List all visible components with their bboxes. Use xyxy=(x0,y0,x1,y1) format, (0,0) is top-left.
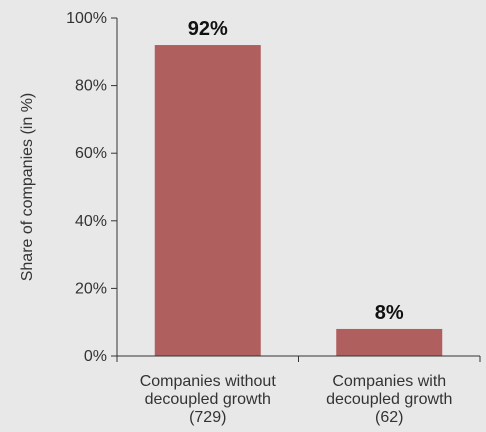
x-category-label: Companies without decoupled growth (729) xyxy=(140,373,277,426)
bar xyxy=(336,328,443,356)
bar-value-label: 8% xyxy=(375,302,404,324)
y-tick-label: 60% xyxy=(75,145,107,162)
x-category-label-line: Companies without xyxy=(140,373,277,390)
bar-value-label: 92% xyxy=(188,18,228,40)
x-category-label-line: decoupled growth xyxy=(145,391,271,408)
x-category-label-line: Companies with xyxy=(332,373,446,390)
bars xyxy=(154,45,443,356)
x-category-label-line: decoupled growth xyxy=(326,391,452,408)
y-axis-title: Share of companies (in %) xyxy=(19,93,36,282)
data-labels: 92% 8% xyxy=(188,18,404,324)
y-tick-label: 40% xyxy=(75,213,107,230)
x-category-label: Companies with decoupled growth (62) xyxy=(326,373,452,426)
bar xyxy=(154,45,261,356)
x-category-label-line: (62) xyxy=(375,409,403,426)
x-axis-labels: Companies without decoupled growth (729)Co… xyxy=(140,373,453,426)
y-axis-ticks: 0% 20% 40% 60% 80% 100% xyxy=(66,10,481,365)
y-tick-label: 0% xyxy=(84,348,107,365)
y-tick-label: 80% xyxy=(75,78,107,95)
y-tick-label: 100% xyxy=(66,10,107,27)
y-tick-label: 20% xyxy=(75,280,107,297)
x-category-label-line: (729) xyxy=(189,409,226,426)
